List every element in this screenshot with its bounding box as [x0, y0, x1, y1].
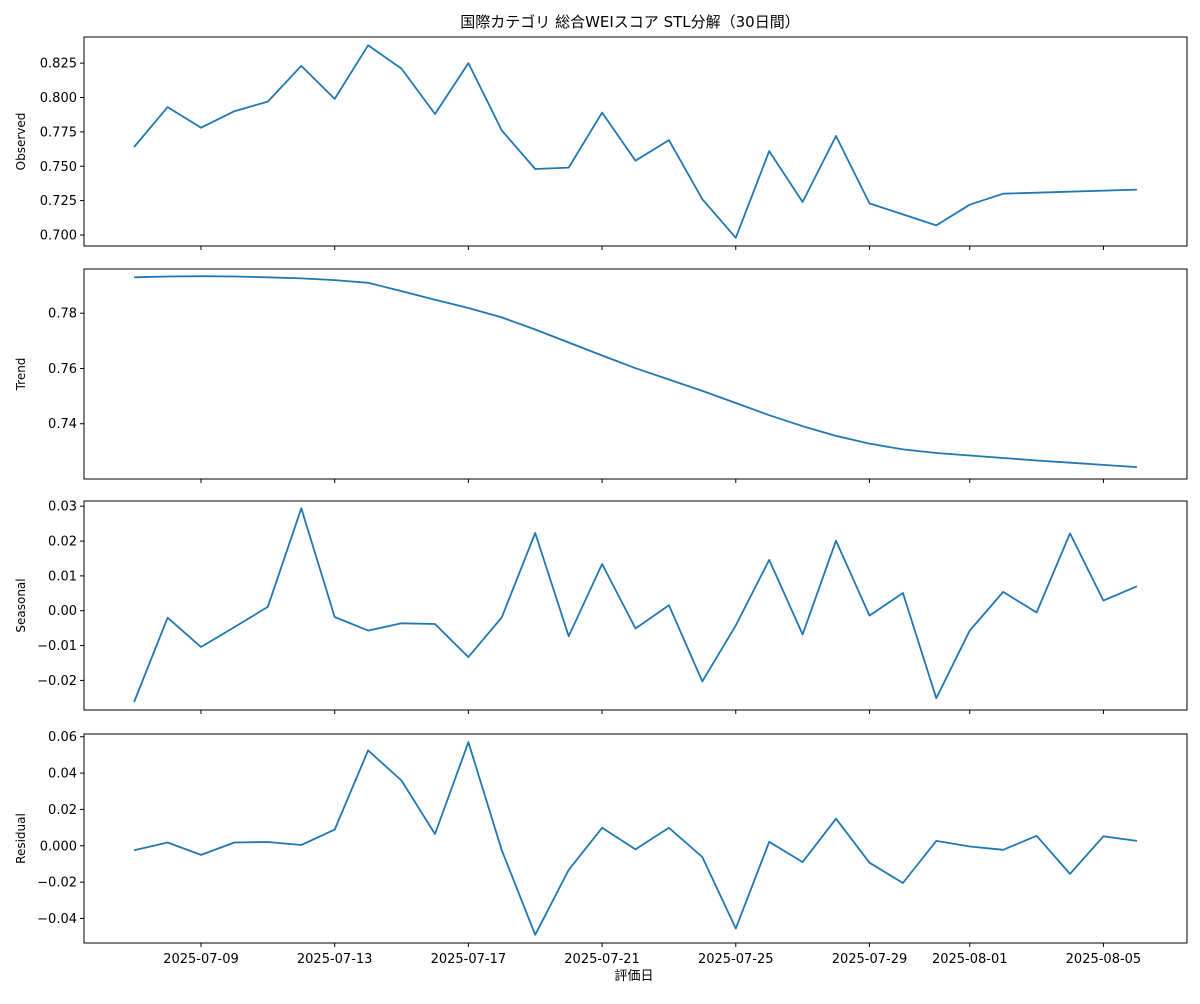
y-tick-label: 0.825	[40, 57, 77, 72]
axes-frame	[83, 500, 1188, 711]
y-tick-label: 0.775	[40, 125, 77, 140]
y-tick-label: 0.02	[48, 803, 77, 818]
series-line-trend	[134, 275, 1137, 468]
y-tick-label: 0.00	[48, 604, 77, 619]
y-tick-label: 0.06	[48, 730, 77, 745]
x-tick-label: 2025-07-21	[564, 952, 640, 967]
y-tick-label: 0.02	[48, 535, 77, 550]
y-tick-label: −0.02	[37, 674, 77, 689]
x-tick-label: 2025-08-01	[932, 952, 1008, 967]
x-tick-label: 2025-07-09	[163, 952, 239, 967]
y-axis-label: Observed	[14, 113, 28, 171]
y-tick-label: 0.750	[40, 160, 77, 175]
x-tick-label: 2025-08-05	[1066, 952, 1142, 967]
panel-seasonal: −0.02 −0.01 0.00 0.01 0.02 0.03 Seasonal	[14, 500, 1188, 714]
chart-title: 国際カテゴリ 総合WEIスコア STL分解（30日間）	[460, 13, 799, 31]
y-axis-label: Seasonal	[14, 578, 28, 632]
y-tick-label: −0.02	[37, 876, 77, 891]
x-tick-label: 2025-07-17	[431, 952, 507, 967]
y-axis-label: Trend	[14, 358, 28, 392]
y-tick-label: 0.000	[40, 839, 77, 854]
series-line-residual	[133, 741, 1138, 936]
y-tick-label: −0.04	[37, 912, 77, 927]
x-axis-label: 評価日	[614, 969, 653, 984]
x-tick-label: 2025-07-25	[698, 952, 774, 967]
panel-residual: −0.04 −0.02 0.000 0.02 0.04 0.06 Residual 2025-…	[14, 730, 1188, 967]
y-tick-label: 0.700	[40, 229, 77, 244]
y-tick-label: 0.74	[48, 417, 77, 432]
y-tick-label: −0.01	[37, 639, 77, 654]
y-tick-label: 0.04	[48, 767, 77, 782]
y-tick-label: 0.78	[48, 307, 77, 322]
y-tick-label: 0.725	[40, 194, 77, 209]
panel-observed: 0.700 0.725 0.750 0.775 0.800 0.825 Observed	[14, 36, 1188, 250]
axes-frame	[83, 733, 1188, 944]
series-line-seasonal	[133, 507, 1138, 703]
series-line-observed	[133, 44, 1137, 239]
x-tick-label: 2025-07-29	[832, 952, 908, 967]
x-tick-label: 2025-07-13	[297, 952, 373, 967]
y-tick-label: 0.800	[40, 91, 77, 106]
panel-trend: 0.74 0.76 0.78 Trend	[14, 268, 1188, 483]
y-tick-label: 0.03	[48, 500, 77, 515]
axes-frame	[83, 36, 1188, 247]
y-axis-label: Residual	[14, 813, 28, 864]
axes-frame	[83, 268, 1188, 480]
y-tick-label: 0.01	[48, 569, 77, 584]
y-tick-label: 0.76	[48, 362, 77, 377]
